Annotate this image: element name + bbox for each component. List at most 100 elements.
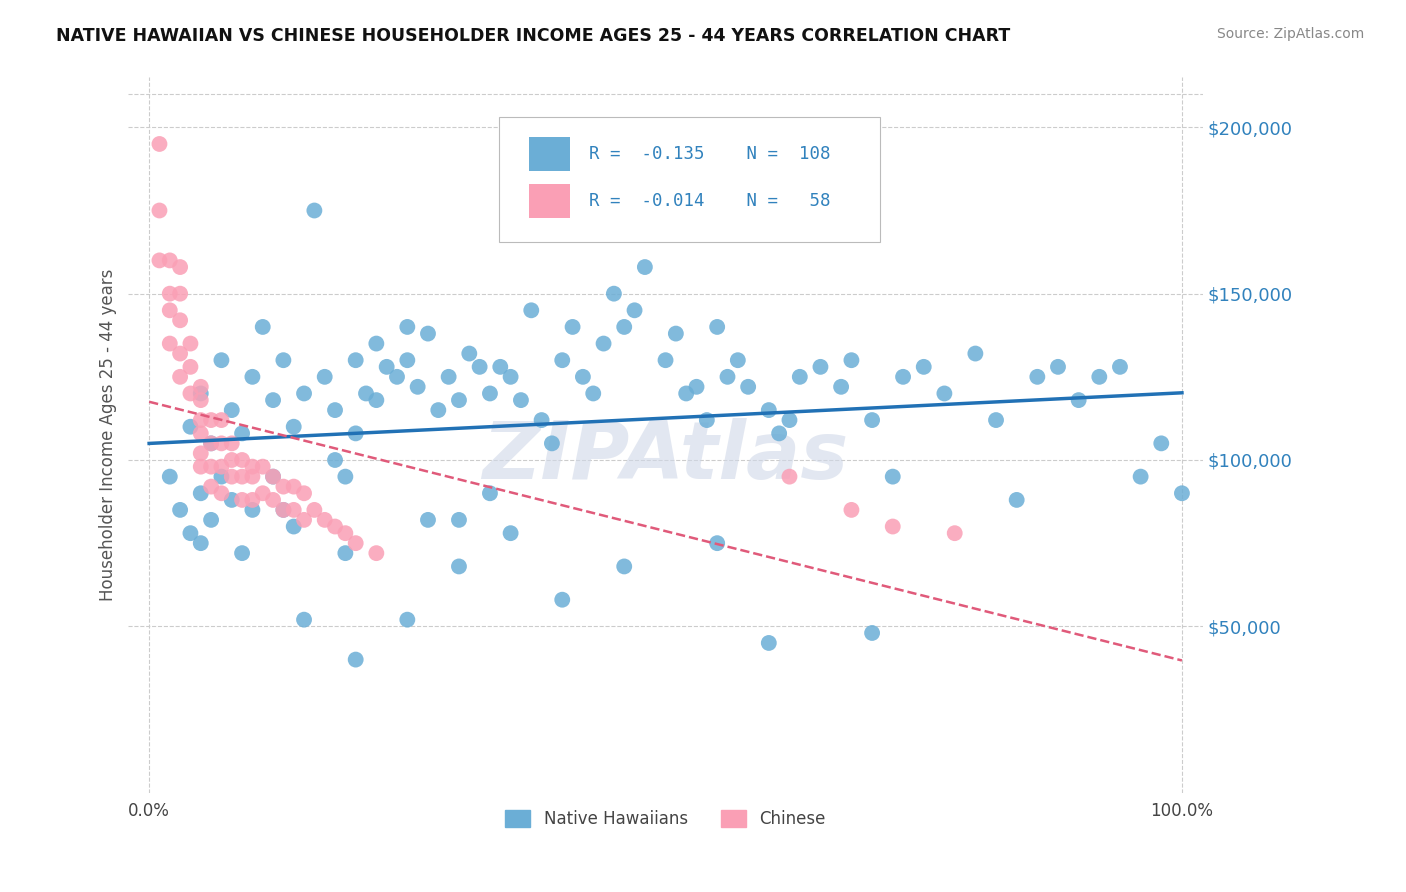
Point (200, 436, 222, 450)
Point (758, 403, 780, 417)
Point (221, 469, 243, 483)
Point (335, 546, 357, 560)
Text: R =  -0.135    N =  108: R = -0.135 N = 108 (589, 145, 831, 163)
Point (789, 369, 811, 384)
Point (159, 303, 181, 318)
Point (221, 453, 243, 467)
Point (592, 336, 614, 351)
Point (891, 369, 914, 384)
Point (292, 386, 315, 401)
Point (179, 419, 201, 434)
Point (1171, 486, 1194, 500)
Point (984, 413, 1007, 427)
Point (396, 613, 419, 627)
Point (427, 403, 450, 417)
Point (613, 559, 636, 574)
Point (169, 313, 191, 327)
Point (200, 459, 222, 474)
Point (882, 519, 904, 533)
Point (685, 380, 707, 394)
Point (696, 413, 718, 427)
Point (1026, 369, 1049, 384)
Point (1046, 359, 1069, 374)
Point (437, 369, 460, 384)
Point (159, 469, 181, 483)
Point (860, 413, 883, 427)
Point (200, 436, 222, 450)
Point (262, 492, 284, 507)
Point (209, 436, 232, 450)
Point (582, 386, 605, 401)
Point (541, 436, 564, 450)
Point (159, 336, 181, 351)
Point (335, 469, 357, 483)
Point (190, 536, 212, 550)
Point (304, 203, 326, 218)
FancyBboxPatch shape (529, 184, 569, 219)
Point (190, 413, 212, 427)
Point (242, 503, 264, 517)
Point (190, 486, 212, 500)
Point (458, 346, 481, 360)
Point (262, 469, 284, 483)
Point (190, 446, 212, 460)
Point (468, 359, 491, 374)
Point (603, 286, 626, 301)
Point (1088, 369, 1111, 384)
FancyBboxPatch shape (529, 136, 569, 171)
Point (292, 513, 315, 527)
Point (190, 459, 212, 474)
Point (1150, 436, 1173, 450)
Point (344, 536, 367, 550)
Point (882, 469, 904, 483)
Point (200, 513, 222, 527)
Point (965, 346, 987, 360)
Point (841, 353, 863, 368)
Point (447, 393, 470, 408)
Point (366, 393, 388, 408)
Point (934, 386, 956, 401)
Point (304, 503, 326, 517)
Point (727, 353, 749, 368)
Point (572, 369, 595, 384)
Point (779, 469, 801, 483)
Point (179, 386, 201, 401)
Point (530, 413, 553, 427)
Point (148, 203, 170, 218)
Point (283, 519, 305, 533)
Text: ZIPAtlas: ZIPAtlas (482, 417, 849, 495)
Point (335, 526, 357, 541)
Point (354, 386, 377, 401)
Point (283, 419, 305, 434)
Point (561, 320, 583, 334)
Point (179, 526, 201, 541)
Point (231, 469, 253, 483)
Point (366, 546, 388, 560)
Point (209, 353, 232, 368)
Point (273, 503, 295, 517)
Point (292, 486, 315, 500)
Point (675, 386, 697, 401)
Point (221, 492, 243, 507)
Point (314, 513, 336, 527)
Point (706, 320, 728, 334)
Point (716, 369, 738, 384)
Point (1109, 359, 1132, 374)
Point (190, 393, 212, 408)
Point (169, 503, 191, 517)
Point (179, 336, 201, 351)
Point (510, 393, 533, 408)
Point (190, 426, 212, 441)
Point (344, 426, 367, 441)
Point (242, 369, 264, 384)
Point (943, 526, 966, 541)
Point (768, 426, 790, 441)
Point (179, 359, 201, 374)
Point (231, 426, 253, 441)
Point (169, 346, 191, 360)
Point (366, 336, 388, 351)
Point (447, 559, 470, 574)
Point (209, 486, 232, 500)
Point (478, 386, 501, 401)
Point (273, 480, 295, 494)
